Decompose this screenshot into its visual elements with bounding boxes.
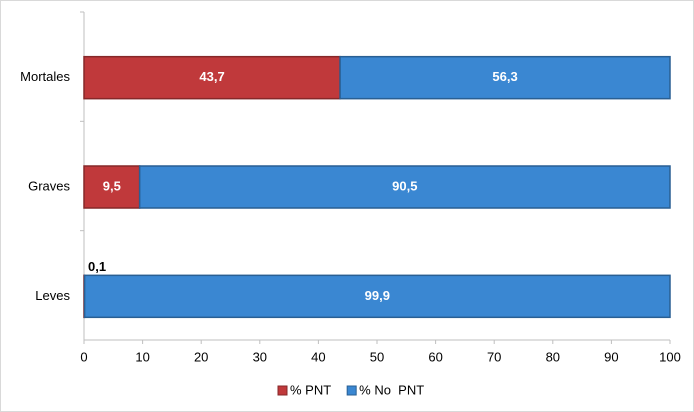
- y-tick-label: Mortales: [20, 69, 70, 84]
- x-tick-label: 100: [659, 349, 681, 364]
- bar-segment: [339, 55, 671, 100]
- x-tick-label: 20: [194, 349, 208, 364]
- legend-swatch: [277, 385, 288, 396]
- x-tick-label: 60: [428, 349, 442, 364]
- x-tick-label: 70: [487, 349, 501, 364]
- x-tick-label: 90: [604, 349, 618, 364]
- value-label: 99,9: [365, 288, 390, 303]
- value-label: 56,3: [492, 69, 517, 84]
- value-label: 90,5: [392, 178, 417, 193]
- value-label: 0,1: [88, 259, 106, 274]
- x-tick-label: 80: [546, 349, 560, 364]
- x-tick-label: 40: [311, 349, 325, 364]
- x-tick-label: 0: [80, 349, 87, 364]
- legend-swatch: [346, 385, 357, 396]
- value-label: 9,5: [103, 178, 121, 193]
- bar-segment: [138, 165, 671, 209]
- x-tick-label: 50: [370, 349, 384, 364]
- x-tick-label: 10: [135, 349, 149, 364]
- y-tick-label: Graves: [28, 178, 70, 193]
- legend-label: % No PNT: [359, 382, 424, 397]
- x-tick-label: 30: [253, 349, 267, 364]
- value-label: 43,7: [199, 69, 224, 84]
- bar-segment: [83, 274, 671, 319]
- legend-label: % PNT: [290, 382, 331, 397]
- y-tick-label: Leves: [35, 288, 70, 303]
- bar-segment: [83, 55, 341, 100]
